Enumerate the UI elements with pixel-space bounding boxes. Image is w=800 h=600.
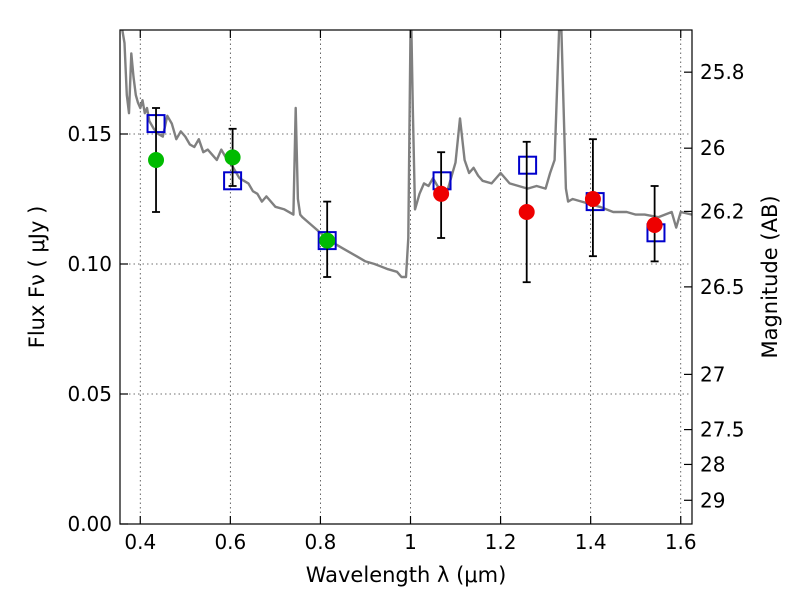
x-tick-label: 0.4: [124, 530, 156, 554]
observed-flux-point: [224, 149, 241, 166]
plot-frame: [119, 29, 693, 525]
observed-flux-point: [433, 185, 450, 202]
x-tick-label: 1: [404, 530, 417, 554]
observed-flux-point: [646, 217, 663, 233]
axes: 0.4 0.6 0.8 1 1.2 1.4 1.6 0.00 0.05 0.10 0.15 25.8 2…: [67, 30, 745, 554]
data-marks: [146, 107, 666, 284]
y-tick-label: 0.15: [67, 122, 112, 146]
x-tick-label: 0.8: [305, 530, 337, 554]
x-tick-label: 1.4: [575, 530, 607, 554]
model-spectrum-line: [121, 30, 692, 279]
y2-tick-label: 25.8: [700, 60, 745, 84]
y2-axis-title: Magnitude (AB): [758, 195, 782, 358]
y2-tick-label: 28: [700, 452, 725, 476]
y2-tick-label: 27.5: [700, 418, 745, 442]
model-flux-square: [518, 155, 538, 175]
y2-tick-label: 26.2: [700, 199, 745, 223]
observed-flux-point: [584, 191, 601, 207]
y2-tick-label: 27: [700, 362, 725, 386]
y2-tick-label: 26: [700, 136, 725, 160]
x-tick-label: 1.6: [665, 530, 697, 554]
x-tick-label: 0.6: [214, 530, 246, 554]
x-tick-label: 1.2: [485, 530, 517, 554]
y-tick-label: 0.10: [67, 252, 112, 276]
y-tick-label: 0.00: [67, 512, 112, 536]
x-axis-title: Wavelength λ (μm): [306, 563, 507, 587]
y2-tick-label: 26.5: [700, 275, 745, 299]
y-tick-label: 0.05: [67, 382, 112, 406]
observed-flux-point: [148, 152, 165, 168]
plot-area: [121, 30, 692, 279]
observed-flux-point: [518, 204, 535, 220]
observed-flux-point: [319, 232, 336, 249]
y-axis-title: Flux Fν ( μJy ): [25, 206, 49, 349]
y2-tick-label: 29: [700, 488, 725, 512]
